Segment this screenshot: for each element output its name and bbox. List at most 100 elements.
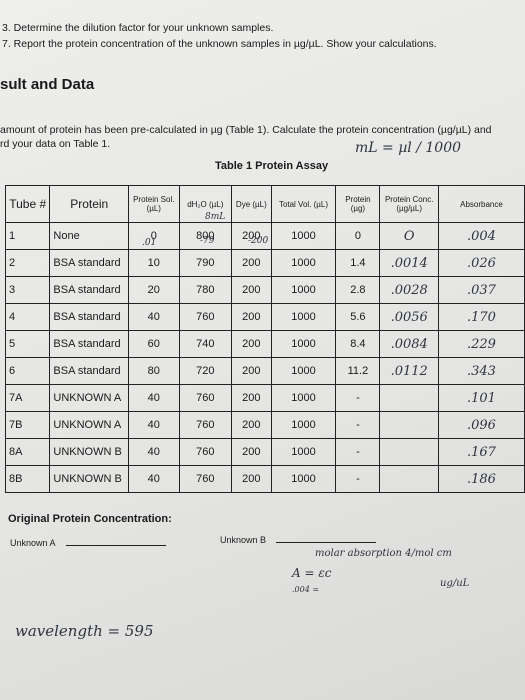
- table-row: 6 BSA standard 80 720 200 1000 11.2.0112.343: [4, 357, 525, 385]
- table-cell: .096: [437, 411, 525, 439]
- protein-table: Tube # Protein Protein Sol. (µL) dH₂O (µL) D…: [4, 185, 525, 493]
- empty-cell: [379, 411, 439, 439]
- table-row: 2 BSA standard 10 790 200 1000 1.4.0014.026: [4, 249, 525, 277]
- table-row: 8B UNKNOWN B 40 760 200 1000- .186: [4, 465, 525, 493]
- table-cell: UNKNOWN B: [49, 438, 130, 466]
- table-cell: None: [49, 222, 130, 250]
- table-cell: BSA standard: [49, 330, 130, 358]
- table-cell: 1000: [270, 222, 337, 250]
- section-title: sult and Data: [0, 76, 95, 93]
- table-cell: 760: [178, 303, 233, 331]
- column-header: Absorbance: [437, 185, 525, 223]
- instruction: 3. Determine the dilution factor for you…: [2, 22, 274, 34]
- table-cell: 40: [128, 303, 180, 331]
- footer-title: Original Protein Concentration:: [8, 513, 172, 525]
- table-row: 7A UNKNOWN A 40 760 200 1000- .101: [4, 384, 525, 412]
- table-cell: 200: [231, 384, 272, 412]
- table-cell: 1000: [270, 303, 337, 331]
- table-cell: 5.6: [335, 303, 381, 331]
- table-cell: 200: [231, 465, 272, 493]
- table-cell: BSA standard: [49, 249, 130, 277]
- handwritten-note: -79: [200, 236, 215, 246]
- column-header: Protein: [49, 185, 130, 223]
- table-cell: 8B: [4, 465, 51, 493]
- column-header: Protein Sol. (µL): [128, 185, 180, 223]
- table-cell: 1: [4, 222, 51, 250]
- table-cell: 40: [128, 438, 180, 466]
- table-cell: 3: [4, 276, 51, 304]
- table-cell: 800: [178, 222, 233, 250]
- table-cell: .186: [437, 465, 525, 493]
- table-cell: -: [335, 465, 381, 493]
- table-cell: 760: [178, 465, 233, 493]
- table-cell: 1000: [270, 411, 337, 439]
- column-header: Total Vol. (µL): [270, 185, 337, 223]
- handwritten-note: .004 =: [292, 585, 320, 594]
- field: Unknown A: [10, 538, 166, 548]
- table-cell: BSA standard: [49, 357, 130, 385]
- empty-cell: [379, 384, 439, 412]
- table-cell: 1000: [270, 249, 337, 277]
- paragraph-line: amount of protein has been pre-calculate…: [0, 124, 492, 136]
- table-cell: 200: [231, 438, 272, 466]
- table-cell: 760: [178, 384, 233, 412]
- table-cell: 1000: [270, 330, 337, 358]
- table-cell: 2.8: [335, 276, 381, 304]
- table-cell: O: [379, 222, 439, 250]
- handwritten-note: 8mL: [205, 212, 226, 222]
- table-cell: 11.2: [335, 357, 381, 385]
- table-cell: 20: [128, 276, 180, 304]
- table-cell: 780: [178, 276, 233, 304]
- table-cell: .004: [437, 222, 525, 250]
- table-cell: 0: [335, 222, 381, 250]
- table-cell: .229: [437, 330, 525, 358]
- table-cell: 2: [4, 249, 51, 277]
- table-cell: 760: [178, 411, 233, 439]
- table-cell: 80: [128, 357, 180, 385]
- table-cell: .0056: [379, 303, 439, 331]
- table-cell: 6: [4, 357, 51, 385]
- table-row: 8A UNKNOWN B 40 760 200 1000- .167: [4, 438, 525, 466]
- table-cell: BSA standard: [49, 303, 130, 331]
- table-row: 4 BSA standard 40 760 200 1000 5.6.0056.170: [4, 303, 525, 331]
- table-cell: 40: [128, 384, 180, 412]
- table-cell: .101: [437, 384, 525, 412]
- table-cell: 4: [4, 303, 51, 331]
- table-cell: .026: [437, 249, 525, 277]
- table-cell: .0084: [379, 330, 439, 358]
- table-cell: -: [335, 438, 381, 466]
- empty-cell: [379, 465, 439, 493]
- table-cell: 790: [178, 249, 233, 277]
- empty-cell: [379, 438, 439, 466]
- table-cell: 200: [231, 411, 272, 439]
- table-row: 3 BSA standard 20 780 200 1000 2.8.0028.037: [4, 276, 525, 304]
- table-cell: 720: [178, 357, 233, 385]
- table-cell: UNKNOWN A: [49, 384, 130, 412]
- table-cell: 760: [178, 438, 233, 466]
- handwritten-note: .01: [142, 238, 157, 248]
- table-cell: 1000: [270, 438, 337, 466]
- table-row: 5 BSA standard 60 740 200 1000 8.4.0084.229: [4, 330, 525, 358]
- column-header: Tube #: [4, 185, 51, 223]
- paragraph-line: rd your data on Table 1.: [0, 138, 111, 150]
- instruction: 7. Report the protein concentration of t…: [2, 38, 437, 50]
- table-cell: 40: [128, 465, 180, 493]
- table-cell: 60: [128, 330, 180, 358]
- handwritten-note: -200: [248, 236, 269, 246]
- table-cell: 200: [231, 222, 272, 250]
- table-cell: .167: [437, 438, 525, 466]
- column-header: Protein Conc. (µg/µL): [379, 185, 439, 223]
- table-cell: .037: [437, 276, 525, 304]
- table-cell: BSA standard: [49, 276, 130, 304]
- field-label: Unknown B: [220, 535, 267, 545]
- table-cell: UNKNOWN A: [49, 411, 130, 439]
- table-cell: .0028: [379, 276, 439, 304]
- handwritten-note: wavelength = 595: [15, 622, 154, 640]
- table-cell: 1000: [270, 276, 337, 304]
- table-cell: 1000: [270, 384, 337, 412]
- table-cell: 740: [178, 330, 233, 358]
- field: Unknown B: [220, 535, 377, 545]
- table-cell: 10: [128, 249, 180, 277]
- column-header: Dye (µL): [231, 185, 272, 223]
